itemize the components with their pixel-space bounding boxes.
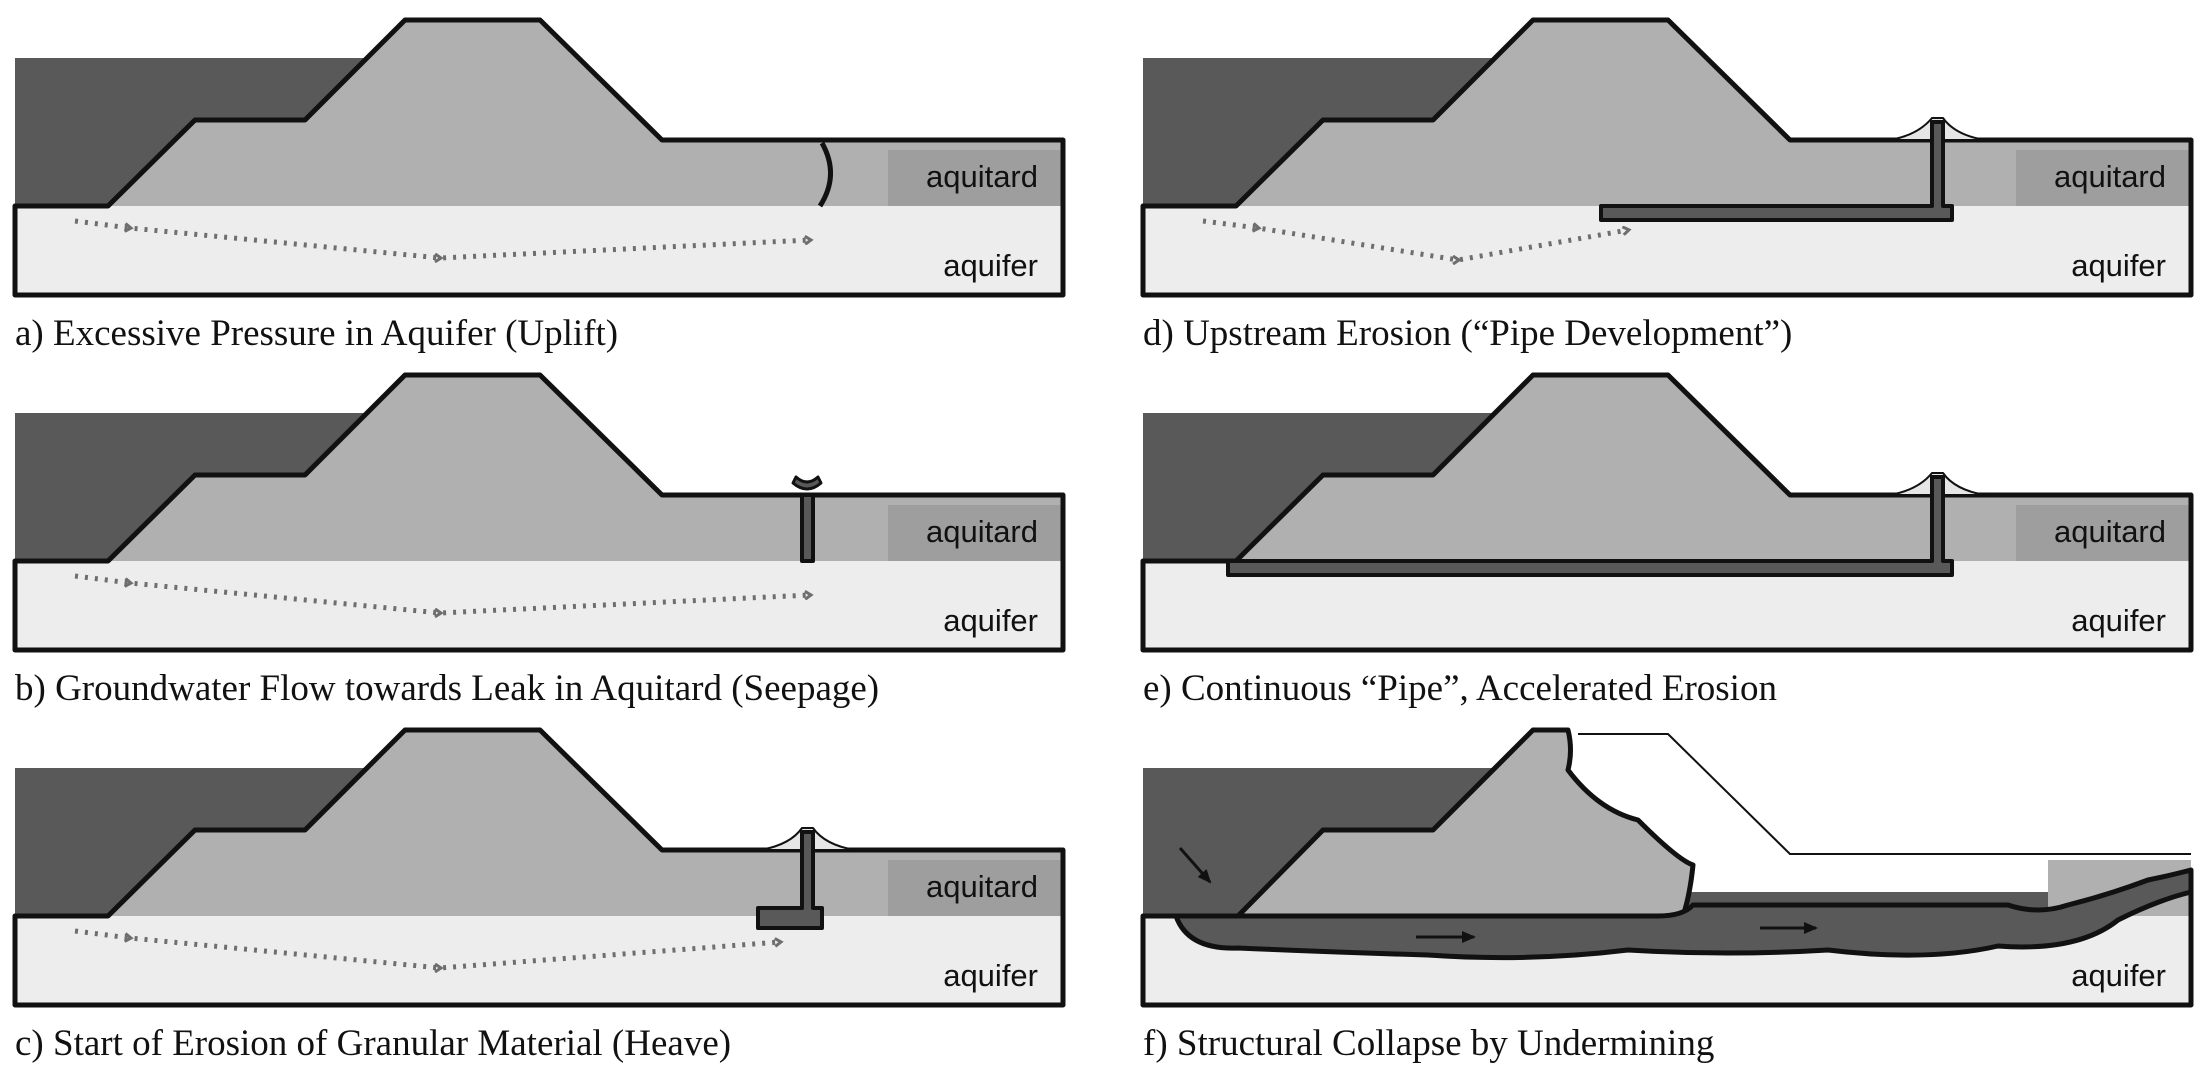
flow-arrow <box>74 573 810 613</box>
inflow-arrow <box>1178 847 1212 884</box>
panel-b: aquitard aquifer b) Groundwater Flow tow… <box>12 372 1066 709</box>
levee-body <box>108 20 662 206</box>
aquitard-label-bg <box>2016 150 2191 206</box>
panel-caption: b) Groundwater Flow towards Leak in Aqui… <box>15 668 879 709</box>
ground-outline <box>1140 870 2194 1008</box>
panel-caption: e) Continuous “Pipe”, Accelerated Erosio… <box>1143 668 1777 709</box>
levee-outline <box>1140 372 2194 653</box>
aquifer-label: aquifer <box>943 603 1038 638</box>
levee-body <box>1236 375 1790 561</box>
aquitard-label-bg <box>2016 505 2191 561</box>
aquifer-label: aquifer <box>2071 603 2166 638</box>
aquifer-layer <box>15 561 1063 650</box>
aquitard-label-bg <box>888 860 1063 916</box>
aquifer-label: aquifer <box>943 248 1038 283</box>
aquifer-layer <box>15 916 1063 1005</box>
flow-arrow <box>74 218 810 258</box>
aquitard-label-bg <box>888 150 1063 206</box>
panel-e: aquitard aquifer e) Continuous “Pipe”, A… <box>1140 372 2194 709</box>
panel-f: aquifer f) Structural Collapse by Underm… <box>1140 727 2194 1064</box>
erosion-pipe <box>1599 120 1954 222</box>
breached-levee <box>1235 727 1696 919</box>
panel-caption: a) Excessive Pressure in Aquifer (Uplift… <box>15 313 618 354</box>
aquifer-layer <box>15 206 1063 295</box>
undermined-cavity <box>1140 867 2194 961</box>
aquitard-label: aquitard <box>2054 514 2166 549</box>
aquitard-label-bg <box>888 505 1063 561</box>
aquitard-label: aquitard <box>926 869 1038 904</box>
aquifer-label: aquifer <box>2071 248 2166 283</box>
aquifer-label: aquifer <box>943 958 1038 993</box>
panel-a: aquitard aquifer a) Excessive Pressure i… <box>12 17 1066 354</box>
flow-arrow <box>74 928 780 968</box>
aquitard-label: aquitard <box>2054 159 2166 194</box>
panel-caption: d) Upstream Erosion (“Pipe Development”) <box>1143 313 1792 354</box>
continuous-pipe <box>1226 475 1954 577</box>
aquifer-label: aquifer <box>2071 958 2166 993</box>
panel-d: aquitard aquifer d) Upstream Erosion (“P… <box>1140 17 2194 354</box>
seepage-spout <box>791 475 823 491</box>
uplift-crack <box>817 141 833 208</box>
aquitard-label: aquitard <box>926 159 1038 194</box>
panel-caption: f) Structural Collapse by Undermining <box>1143 1023 1714 1064</box>
original-levee-outline <box>1578 733 2191 855</box>
levee-body <box>108 375 662 561</box>
panel-c: aquitard aquifer c) Start of Erosion of … <box>12 727 1066 1064</box>
seepage-channel <box>800 493 815 563</box>
levee-body <box>1236 20 1790 206</box>
levee-outline <box>12 727 1066 1008</box>
levee-body <box>108 730 662 916</box>
levee-outline <box>12 372 1066 653</box>
erosion-channel <box>756 830 824 930</box>
aquitard-label: aquitard <box>926 514 1038 549</box>
levee-outline <box>1140 17 2194 298</box>
panel-caption: c) Start of Erosion of Granular Material… <box>15 1023 731 1064</box>
levee-outline <box>12 17 1066 298</box>
